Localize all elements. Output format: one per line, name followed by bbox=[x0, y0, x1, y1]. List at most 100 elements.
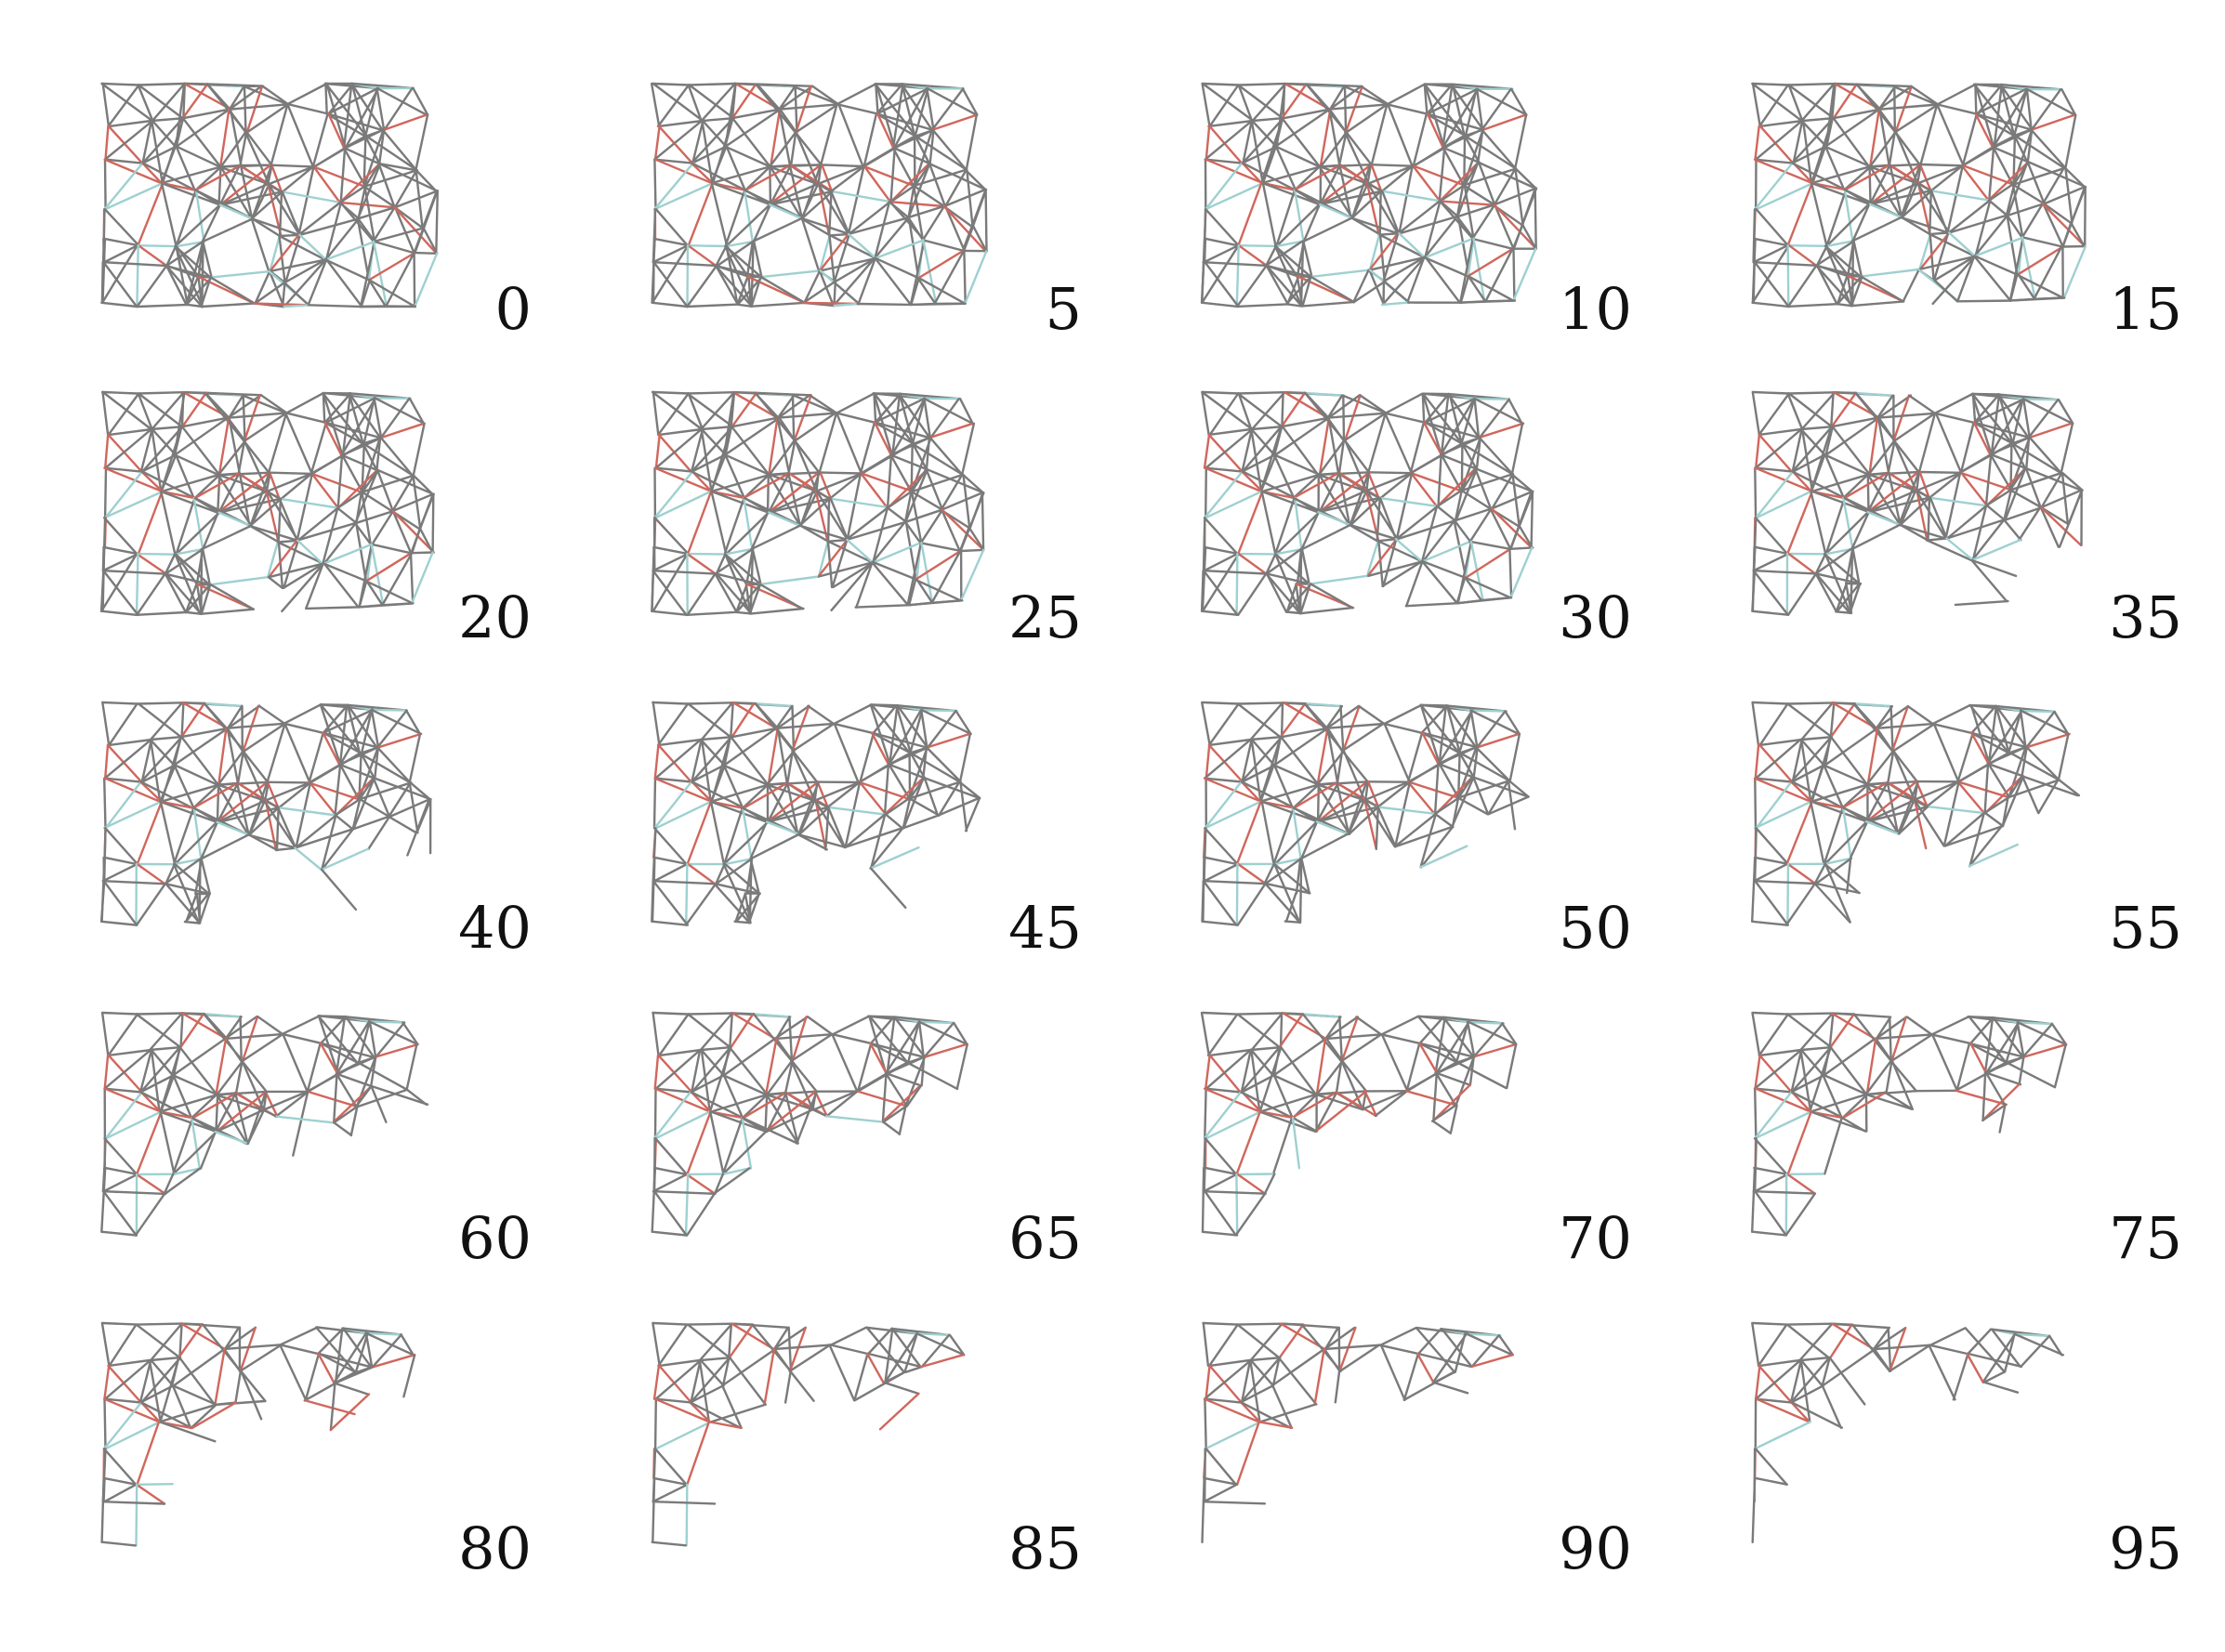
network-edge bbox=[2007, 161, 2029, 217]
network-edge bbox=[2064, 166, 2074, 225]
network-edge bbox=[855, 561, 874, 609]
network-edge bbox=[1758, 1358, 1801, 1368]
network-edge bbox=[1293, 189, 1305, 243]
network-edge bbox=[871, 731, 928, 749]
network-edge bbox=[1319, 163, 1373, 168]
network-edge bbox=[1961, 112, 1979, 167]
network-edge bbox=[364, 1331, 415, 1357]
network-edge bbox=[173, 548, 203, 556]
network-edge bbox=[1363, 780, 1410, 802]
network-edge bbox=[1407, 780, 1460, 800]
network-edge bbox=[1894, 131, 1919, 185]
network-edge bbox=[1493, 167, 1517, 206]
network-edge bbox=[721, 1116, 744, 1175]
network-edge bbox=[1831, 1322, 1876, 1351]
network-edge bbox=[658, 1364, 692, 1404]
network-edge bbox=[888, 709, 923, 766]
network-edge bbox=[217, 472, 241, 514]
network-edge bbox=[1754, 879, 1789, 926]
network-edge bbox=[1458, 752, 1475, 779]
network-edge bbox=[867, 1352, 923, 1369]
network-edge bbox=[927, 162, 987, 191]
network-edge bbox=[652, 920, 688, 926]
network-edge bbox=[691, 453, 727, 473]
network-edge bbox=[186, 303, 204, 308]
network-edge bbox=[320, 1042, 360, 1065]
network-edge bbox=[909, 239, 926, 307]
network-edge bbox=[2050, 1022, 2068, 1046]
network-edge bbox=[1824, 426, 1835, 456]
network-edge bbox=[869, 826, 904, 870]
network-edge bbox=[242, 394, 246, 442]
network-edge bbox=[1435, 1020, 1470, 1075]
network-panel: 90 bbox=[1193, 1314, 1714, 1583]
network-edge bbox=[1851, 203, 1871, 243]
network-edge bbox=[772, 1326, 807, 1351]
network-edge bbox=[1458, 709, 1473, 754]
network-edge bbox=[1947, 199, 1992, 234]
network-edge bbox=[298, 217, 361, 237]
network-edge bbox=[277, 541, 284, 590]
network-edge bbox=[1823, 553, 1861, 585]
network-edge bbox=[329, 1382, 336, 1432]
network-edge bbox=[653, 517, 690, 556]
network-edge bbox=[1936, 103, 1965, 167]
network-edge bbox=[204, 701, 244, 708]
network-edge bbox=[1478, 398, 1510, 439]
network-edge bbox=[778, 108, 798, 134]
network-edge bbox=[1490, 507, 1533, 549]
network-edge bbox=[1786, 572, 1818, 616]
network-edge bbox=[370, 1084, 429, 1106]
network-edge bbox=[769, 473, 819, 493]
network-edge bbox=[172, 1074, 193, 1120]
network-edge bbox=[1426, 87, 1480, 115]
network-edge bbox=[741, 1093, 769, 1120]
network-edge bbox=[1418, 1042, 1459, 1064]
network-edge bbox=[161, 490, 197, 500]
network-edge bbox=[1249, 1357, 1282, 1362]
network-edge bbox=[135, 883, 166, 926]
network-edge bbox=[1872, 1326, 1891, 1351]
network-edge bbox=[307, 304, 362, 308]
network-edge bbox=[846, 472, 862, 542]
network-edge bbox=[1272, 764, 1320, 786]
network-edge bbox=[1284, 892, 1297, 923]
network-edge bbox=[1997, 393, 2014, 445]
network-edge bbox=[1432, 1370, 1456, 1384]
network-edge bbox=[245, 85, 264, 134]
network-edge bbox=[1380, 190, 1442, 203]
network-edge bbox=[1271, 1384, 1293, 1429]
network-edge bbox=[1883, 1091, 1914, 1110]
network-edge bbox=[1291, 1116, 1301, 1170]
network-edge bbox=[779, 103, 840, 111]
network-edge bbox=[798, 497, 831, 527]
network-edge bbox=[959, 780, 968, 833]
network-edge bbox=[370, 708, 380, 749]
network-edge bbox=[1474, 467, 1493, 510]
network-edge bbox=[1367, 471, 1380, 500]
network-edge bbox=[1200, 260, 1205, 305]
network-edge bbox=[1454, 519, 1472, 544]
network-edge bbox=[869, 813, 887, 870]
network-edge bbox=[1207, 119, 1254, 128]
network-edge bbox=[914, 135, 968, 171]
network-edge bbox=[340, 437, 383, 457]
network-edge bbox=[854, 1072, 889, 1093]
network-edge bbox=[1917, 255, 1977, 271]
network-edge bbox=[652, 879, 690, 926]
network-edge bbox=[710, 764, 726, 804]
network-edge bbox=[1206, 1013, 1239, 1057]
network-edge bbox=[1203, 433, 1211, 469]
network-edge bbox=[922, 239, 965, 253]
network-edge bbox=[1865, 780, 1919, 786]
network-edge bbox=[1338, 1326, 1357, 1372]
network-edge bbox=[2017, 1021, 2068, 1046]
network-edge bbox=[215, 1399, 267, 1407]
network-edge bbox=[1363, 780, 1370, 802]
network-edge bbox=[242, 750, 270, 784]
network-edge bbox=[794, 131, 823, 166]
network-edge bbox=[1832, 117, 1871, 168]
network-edge bbox=[1889, 704, 1894, 753]
network-edge bbox=[959, 548, 985, 602]
network-edge bbox=[1205, 466, 1244, 473]
